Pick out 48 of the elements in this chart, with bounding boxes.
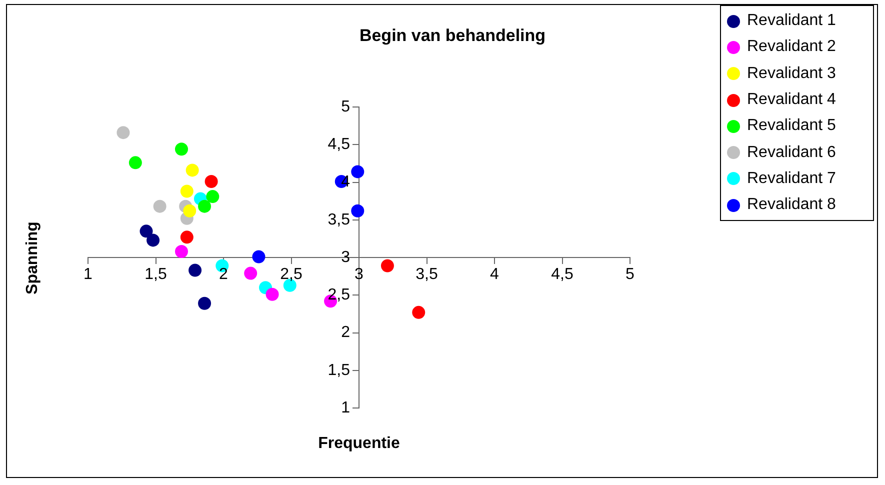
x-axis-title: Frequentie (317, 435, 401, 453)
point (380, 259, 394, 272)
legend-label: Revalidant 6 (746, 142, 837, 163)
point (244, 266, 258, 280)
point (180, 184, 194, 198)
legend-label: Revalidant 3 (746, 64, 837, 84)
point (146, 234, 160, 247)
legend-label: Revalidant 2 (746, 37, 837, 58)
point (153, 200, 166, 213)
legend-label: Revalidant 1 (746, 11, 837, 32)
y-tick-label: 2,5 (328, 286, 350, 304)
y-tick-label: 1 (341, 399, 350, 416)
point (140, 224, 153, 238)
legend-label: Revalidant 7 (746, 168, 837, 189)
point (198, 200, 212, 213)
x-tick-label: 5 (626, 266, 635, 283)
legend-label: Revalidant 5 (746, 116, 837, 136)
point (412, 306, 426, 319)
point (183, 204, 196, 218)
point (351, 165, 364, 178)
point (252, 250, 266, 264)
point (174, 244, 188, 258)
point (186, 164, 199, 177)
legend-label: Revalidant 8 (746, 195, 837, 216)
point (174, 142, 188, 156)
x-tick-label: 4 (490, 266, 500, 283)
y-axis-title: Spanning (24, 222, 42, 294)
chart-title: Begin van behandeling (358, 26, 547, 46)
y-tick-label: 5 (341, 98, 350, 116)
y-tick-label: 3,5 (328, 211, 350, 228)
point (188, 264, 202, 277)
point (351, 204, 364, 218)
x-tick-label: 3,5 (416, 266, 438, 283)
x-tick-label: 1 (84, 266, 93, 283)
y-tick-label: 2 (341, 324, 350, 342)
y-tick-label: 1,5 (328, 362, 350, 379)
y-tick-label: 4,5 (328, 136, 350, 154)
point (198, 296, 212, 310)
x-tick-label: 2,5 (280, 266, 302, 283)
x-tick-label: 1,5 (144, 266, 167, 283)
point (206, 190, 220, 204)
point (266, 288, 279, 301)
point (180, 230, 194, 244)
legend-label: Revalidant 4 (746, 90, 837, 110)
point (116, 126, 130, 140)
x-tick-label: 4,5 (551, 266, 574, 283)
point (204, 175, 218, 188)
point (128, 156, 142, 170)
